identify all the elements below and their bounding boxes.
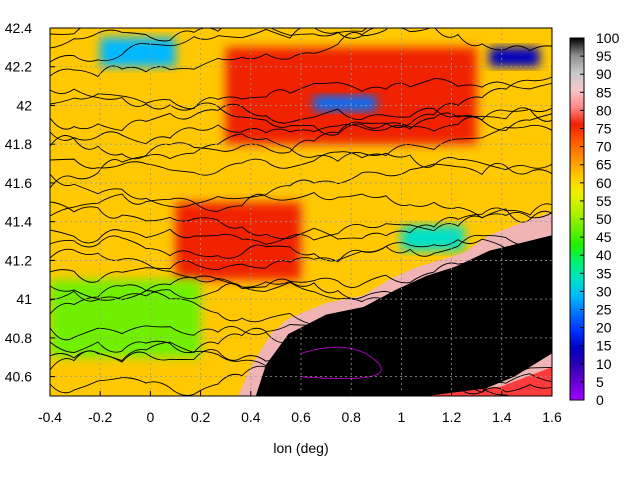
heat-region-3 [50,279,201,358]
colorbar-tick-label: 90 [596,66,612,82]
y-axis: 40.6 40.8 41 41.2 41.4 41.6 41.8 42 42.2 42.4 [5,20,55,385]
colorbar-tick-label: 50 [596,211,612,227]
heat-region-5 [313,95,377,112]
heat-region-4 [100,37,176,67]
x-tick-label: 1 [398,409,406,425]
colorbar-tick-label: 60 [596,175,612,191]
contour-line [50,238,552,283]
contour-line [50,212,552,245]
colorbar-tick-label: 10 [596,356,612,372]
x-tick-label: 0.8 [341,409,361,425]
contour-line [50,78,552,110]
colorbar-tick-label: 75 [596,121,612,137]
x-axis-label: lon (deg) [273,440,328,456]
colorbar-tick-label: 20 [596,320,612,336]
colorbar-tick-label: 100 [596,30,620,46]
y-tick-label: 40.6 [5,369,32,385]
contour-line [50,262,552,301]
contour-line [50,349,511,396]
x-tick-label: 0.6 [291,409,311,425]
colorbar-tick-label: 85 [596,84,612,100]
colorbar-tick-label: 70 [596,139,612,155]
colorbar-tick-label: 65 [596,157,612,173]
y-tick-label: 42 [16,97,32,113]
colorbar-tick-label: 45 [596,229,612,245]
contour-line [50,108,552,145]
contour-line [50,234,552,262]
y-tick-label: 41.2 [5,252,32,268]
x-tick-label: 0.4 [241,409,261,425]
x-tick-label: 0.2 [191,409,211,425]
contour-line [50,311,552,344]
y-tick-label: 41.8 [5,136,32,152]
colorbar-tick-label: 55 [596,193,612,209]
contour-line [50,191,552,223]
y-tick-label: 41 [16,291,32,307]
sea-contour [300,346,382,380]
y-tick-label: 41.6 [5,175,32,191]
heat-region-7 [401,225,465,251]
heat-region-6 [489,47,540,67]
contour-line [50,365,552,396]
x-tick-label: -0.4 [38,409,62,425]
contour-line [50,248,552,308]
sea-region [255,235,552,396]
y-tick-label: 42.2 [5,59,32,75]
contour-line [50,280,552,306]
colorbar-tick-label: 95 [596,48,612,64]
colorbar-tick-label: 40 [596,247,612,263]
colorbar-tick-label: 15 [596,338,612,354]
colorbar-tick-label: 0 [596,392,604,408]
contour-line [50,28,552,52]
plot-area [50,28,552,396]
contour-line [50,28,389,63]
colorbar: 0 5 10 15 20 25 30 35 40 45 50 55 60 65 70 75 80 85 90 95 10… [569,30,620,408]
x-tick-label: -0.2 [88,409,112,425]
y-tick-label: 42.4 [5,20,32,36]
contour-lines [50,28,552,396]
x-axis: -0.4 -0.2 0 0.2 0.4 0.6 0.8 1 1.2 1.4 1.6 [38,391,562,425]
contour-line [50,103,552,132]
x-tick-label: 1.4 [492,409,512,425]
x-tick-label: 1.2 [442,409,462,425]
colorbar-ticks: 0 5 10 15 20 25 30 35 40 45 50 55 60 65 70 75 80 85 90 95 10… [580,30,620,408]
y-tick-label: 41.4 [5,214,32,230]
x-tick-label: 1.6 [542,409,562,425]
heat-region-1 [175,202,301,280]
contour-line [50,28,387,78]
contour-line [50,340,552,393]
y-tick-label: 40.8 [5,330,32,346]
grid-lines [50,28,552,396]
colorbar-tick-label: 30 [596,283,612,299]
contour-line [50,133,552,189]
contour-line [50,124,552,176]
contour-line [50,201,552,240]
contour-line [50,88,552,136]
contour-line [50,162,552,208]
colorbar-tick-label: 25 [596,302,612,318]
colorbar-tick-label: 5 [596,374,604,390]
colorbar-tick-label: 35 [596,265,612,281]
colorbar-tick-label: 80 [596,102,612,118]
contour-line [50,318,552,371]
contour-line [50,76,552,160]
x-tick-label: 0 [147,409,155,425]
